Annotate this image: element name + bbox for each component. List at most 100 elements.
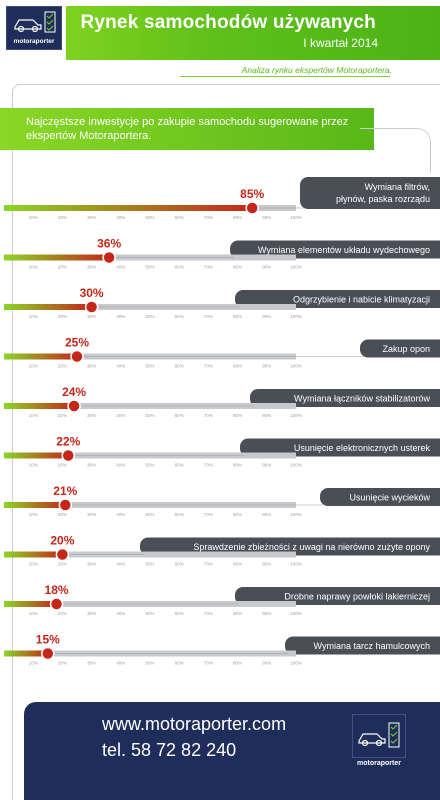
tick-label: 70% [204,661,213,666]
tick-label: 20% [58,661,67,666]
bar-fill [4,254,110,261]
tick-label: 50% [145,611,154,616]
tick-label: 60% [175,562,184,567]
category-label: płynów, paska rozrządu [336,194,430,204]
website-link[interactable]: www.motoraporter.com [102,714,287,734]
tick-label: 80% [233,314,242,319]
tick-label: 20% [58,512,67,517]
tick-label: 30% [87,463,96,468]
tick-label: 50% [145,265,154,270]
tick-label: 20% [58,463,67,468]
category-label: Sprawdzenie zbieżności z uwagi na nierów… [193,542,430,552]
tick-label: 90% [262,661,271,666]
tick-label: 30% [87,512,96,517]
tick-label: 30% [87,661,96,666]
tick-label: 30% [87,562,96,567]
tick-label: 50% [145,364,154,369]
category-label: Usunięcie wycieków [349,493,430,503]
value-label: 18% [45,583,69,597]
value-marker [55,547,70,562]
tick-label: 70% [204,463,213,468]
value-marker [41,646,55,661]
value-marker [67,399,81,413]
value-label: 21% [53,484,77,498]
category-label-box [140,537,440,556]
tick-label: 80% [233,661,242,666]
tick-label: 70% [204,215,213,220]
tick-label: 70% [204,364,213,369]
category-label: Wymiana łączników stabilizatorów [294,394,430,404]
tick-label: 90% [262,512,271,517]
tick-label: 40% [116,611,125,616]
tick-label: 20% [58,611,67,616]
tick-label: 80% [233,562,242,567]
tick-label: 50% [145,463,154,468]
value-marker [245,201,259,215]
tick-label: 40% [116,314,125,319]
tick-label: 10% [29,562,38,567]
tick-label: 60% [175,215,184,220]
category-label-box [230,240,440,259]
category-label: Wymiana tarcz hamulcowych [314,641,430,651]
category-label-box [285,636,440,655]
connector-curve [360,128,431,173]
category-label: Zakup opon [382,344,430,354]
bar-fill [4,502,66,508]
tick-label: 30% [87,215,96,220]
bar-fill [4,403,75,409]
value-marker [49,597,64,611]
tick-label: 60% [175,314,184,319]
tick-label: 10% [29,364,38,369]
category-label-box [360,339,440,358]
header-logo: motoraporter [6,6,62,50]
tick-label: 100% [290,413,302,418]
tick-label: 10% [29,265,38,270]
category-label-box [250,389,440,407]
tick-label: 100% [290,364,302,369]
tick-label: 50% [145,562,154,567]
category-label-box [300,177,440,209]
tick-label: 70% [204,611,213,616]
page-subtitle: I kwartał 2014 [303,36,378,50]
header-banner [66,6,440,60]
tick-label: 90% [262,413,271,418]
tick-label: 80% [233,215,242,220]
tick-label: 40% [116,215,125,220]
logo-text: motoraporter [13,38,55,45]
value-marker [61,448,75,463]
tick-label: 10% [29,463,38,468]
tick-label: 90% [262,215,271,220]
phone-number: tel. 58 72 82 240 [102,740,237,760]
tick-label: 10% [29,611,38,616]
tick-label: 60% [175,661,184,666]
tick-label: 10% [29,215,38,220]
tick-label: 90% [262,364,271,369]
category-label: Drobne naprawy powłoki lakierniczej [284,592,430,602]
category-label-box [240,438,440,457]
tick-label: 80% [233,611,242,616]
tick-label: 40% [116,512,125,517]
tick-label: 60% [175,413,184,418]
tick-label: 40% [116,562,125,567]
tick-label: 60% [175,611,184,616]
tick-label: 80% [233,463,242,468]
tick-label: 30% [87,314,96,319]
tick-label: 70% [204,562,213,567]
tick-label: 20% [58,314,67,319]
tick-label: 50% [145,215,154,220]
value-marker [102,250,116,265]
bar-fill [4,551,63,558]
category-label: Wymiana elementów układu wydechowego [258,245,430,255]
tick-label: 70% [204,265,213,270]
tick-label: 100% [290,265,302,270]
value-marker [58,498,73,512]
value-marker [84,300,99,314]
tick-label: 10% [29,512,38,517]
tick-label: 10% [29,314,38,319]
tick-label: 80% [233,413,242,418]
tick-label: 40% [116,413,125,418]
car-checklist-icon [358,722,400,748]
category-label: Odgrzybienie i nabicie klimatyzacji [293,295,430,305]
bar-fill [4,601,57,607]
tick-label: 40% [116,463,125,468]
